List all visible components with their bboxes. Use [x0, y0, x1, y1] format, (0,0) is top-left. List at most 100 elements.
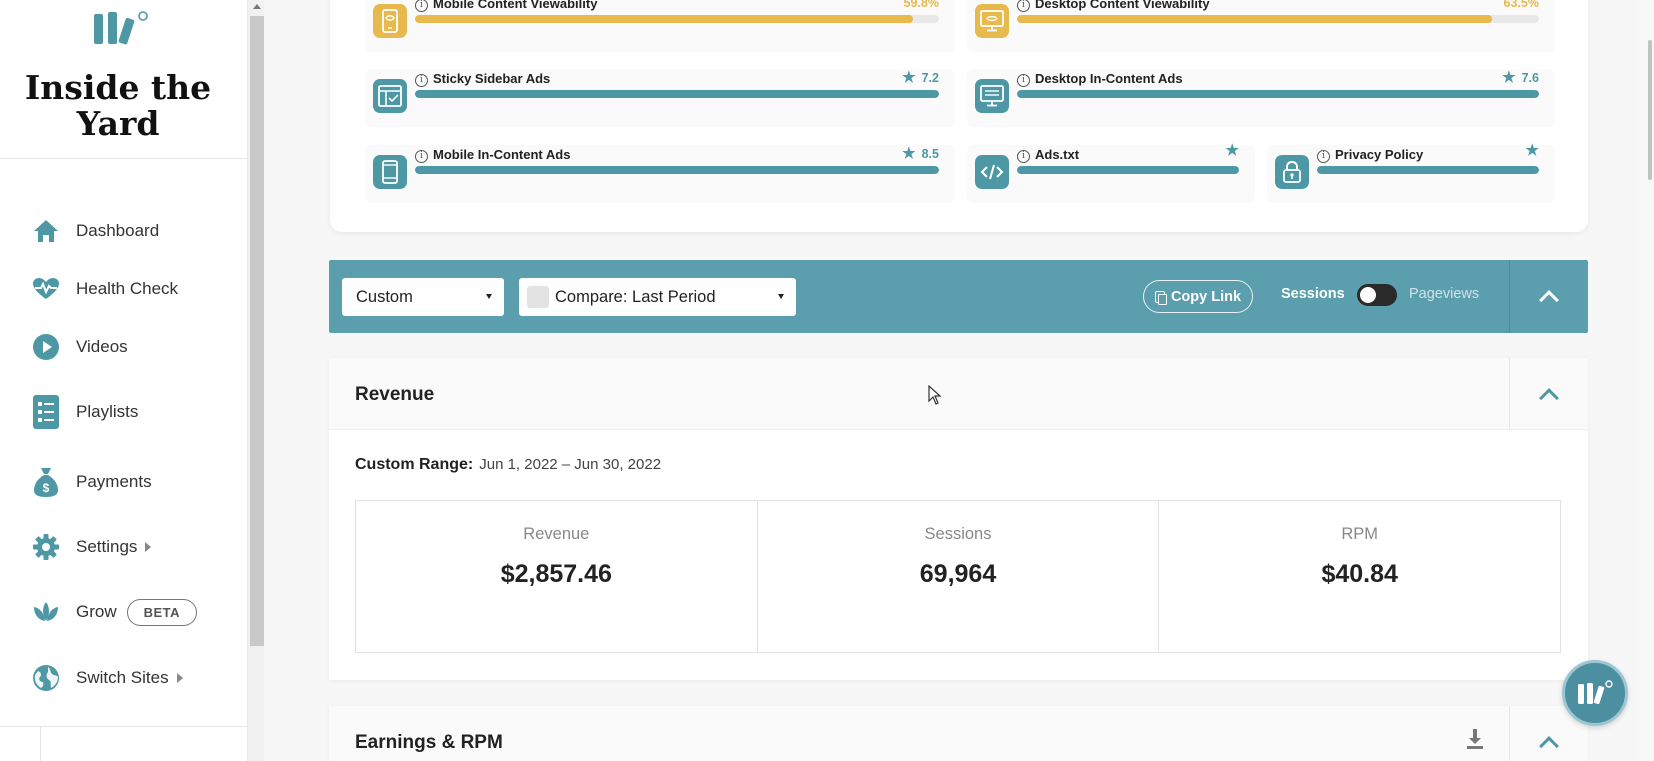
- info-icon[interactable]: i: [1017, 0, 1030, 12]
- mobile-viewability-icon: [373, 4, 407, 38]
- stat-label: RPM: [1341, 525, 1379, 543]
- metric-progress-fill: [415, 15, 913, 23]
- site-title: Inside the Yard: [0, 70, 236, 142]
- mobile-ads-icon: [373, 155, 407, 189]
- leaf-icon: [32, 598, 60, 626]
- sidebar-item-health-check[interactable]: Health Check: [32, 269, 178, 309]
- revenue-panel-header[interactable]: Revenue: [329, 358, 1588, 430]
- metric-label: Mobile Content Viewability: [433, 0, 598, 11]
- stat-value: $40.84: [1321, 560, 1398, 588]
- metric-progress-fill: [1317, 166, 1539, 174]
- metric-progress-fill: [415, 166, 939, 174]
- earnings-panel: Earnings & RPM: [329, 706, 1588, 761]
- metric-score: ★ 8.5: [902, 146, 939, 161]
- sidebar-item-settings[interactable]: Settings: [32, 527, 152, 567]
- sidebar-bottom-divider: [40, 727, 41, 761]
- stat-label: Revenue: [523, 525, 590, 543]
- sidebar-item-grow[interactable]: Grow BETA: [32, 592, 198, 632]
- header-divider: [1509, 358, 1510, 430]
- scroll-up-arrow-icon[interactable]: [253, 4, 261, 9]
- info-icon[interactable]: i: [1017, 150, 1030, 163]
- metric-label: Ads.txt: [1035, 147, 1080, 162]
- metric-progress-bar: [1317, 166, 1539, 174]
- sidebar: Inside the Yard Dashboard Health Check V…: [0, 0, 248, 761]
- copy-link-button[interactable]: Copy Link: [1143, 280, 1253, 313]
- metric-score: ★ 7.6: [1502, 69, 1539, 86]
- ad-health-card: i Mobile Content Viewability 59.8% i Des…: [330, 0, 1588, 232]
- sidebar-scrollbar-thumb[interactable]: [250, 16, 264, 646]
- revenue-title: Revenue: [355, 384, 435, 405]
- lock-icon: [1275, 155, 1309, 189]
- sidebar-item-dashboard[interactable]: Dashboard: [32, 211, 159, 251]
- sidebar-item-label: Payments: [76, 472, 152, 491]
- star-icon: ★: [1525, 142, 1539, 159]
- metric-mobile-in-content-ads[interactable]: i Mobile In-Content Ads ★ 8.5: [365, 145, 955, 203]
- metric-progress-fill: [415, 90, 939, 98]
- sessions-toggle-label: Sessions: [1281, 286, 1345, 302]
- main-scrollbar-thumb[interactable]: [1648, 40, 1652, 180]
- info-icon[interactable]: i: [1317, 150, 1330, 163]
- mouse-cursor-icon: [928, 385, 942, 405]
- metric-value: 7.2: [921, 71, 939, 85]
- metric-label: Privacy Policy: [1335, 147, 1424, 162]
- sidebar-item-label: Videos: [76, 337, 128, 356]
- metric-progress-bar: [415, 90, 939, 98]
- sidebar-item-label: Settings: [76, 537, 138, 556]
- chevron-up-icon: [1539, 290, 1559, 310]
- header-divider: [1509, 706, 1510, 761]
- info-icon[interactable]: i: [415, 150, 428, 163]
- logo-mark-icon[interactable]: [92, 8, 150, 48]
- logo-mark-icon: [1578, 680, 1613, 705]
- metric-progress-bar: [1017, 15, 1539, 23]
- metric-desktop-content-viewability[interactable]: i Desktop Content Viewability 63.5%: [967, 0, 1555, 52]
- sidebar-ads-icon: [373, 79, 407, 113]
- earnings-panel-header[interactable]: Earnings & RPM: [329, 706, 1588, 761]
- collapse-revenue-button[interactable]: [1510, 358, 1588, 430]
- metric-label: Sticky Sidebar Ads: [433, 71, 551, 86]
- star-icon: ★: [1502, 69, 1516, 86]
- metric-sticky-sidebar-ads[interactable]: i Sticky Sidebar Ads ★ 7.2: [365, 69, 955, 127]
- main-scrollbar[interactable]: [1638, 0, 1654, 761]
- home-icon: [32, 217, 60, 245]
- desktop-ads-icon: [975, 79, 1009, 113]
- heart-pulse-icon: [32, 275, 60, 303]
- info-icon[interactable]: i: [415, 0, 428, 12]
- info-icon[interactable]: i: [1017, 74, 1030, 87]
- site-title-line1: Inside the: [24, 68, 212, 107]
- stat-rpm: RPM $40.84: [1159, 501, 1560, 652]
- custom-range-value: Jun 1, 2022 – Jun 30, 2022: [479, 456, 662, 473]
- filter-bar-divider: [1509, 260, 1510, 333]
- caret-right-icon: [176, 673, 183, 683]
- metric-privacy-policy[interactable]: i Privacy Policy ★: [1267, 142, 1555, 203]
- sidebar-item-videos[interactable]: Videos: [32, 327, 128, 367]
- info-icon[interactable]: i: [415, 74, 428, 87]
- metric-progress-fill: [1017, 90, 1539, 98]
- stat-value: 69,964: [919, 560, 997, 588]
- stats-grid: Revenue $2,857.46 Sessions 69,964 RPM $4…: [355, 500, 1561, 653]
- sidebar-item-switch-sites[interactable]: Switch Sites: [32, 658, 183, 698]
- compare-checkbox[interactable]: [527, 286, 549, 308]
- metric-value: 63.5%: [1503, 0, 1539, 10]
- download-icon[interactable]: [1465, 728, 1485, 750]
- metric-value: 8.5: [921, 147, 939, 161]
- metric-desktop-in-content-ads[interactable]: i Desktop In-Content Ads ★ 7.6: [967, 69, 1555, 127]
- metric-score: ★ 7.2: [902, 70, 939, 85]
- metric-progress-bar: [415, 166, 939, 174]
- date-range-select[interactable]: Custom: [342, 278, 504, 316]
- help-chat-button[interactable]: [1562, 660, 1628, 726]
- copy-icon: [1154, 290, 1167, 305]
- star-icon: ★: [1225, 142, 1239, 159]
- sidebar-item-playlists[interactable]: Playlists: [32, 392, 138, 432]
- sidebar-item-payments[interactable]: $ Payments: [32, 462, 152, 502]
- svg-text:$: $: [43, 481, 50, 495]
- metric-progress-bar: [1017, 166, 1239, 174]
- metric-mobile-content-viewability[interactable]: i Mobile Content Viewability 59.8%: [365, 0, 955, 52]
- collapse-filters-button[interactable]: [1510, 260, 1588, 333]
- gear-icon: [32, 533, 60, 561]
- stat-revenue: Revenue $2,857.46: [356, 501, 758, 652]
- metric-ads-txt[interactable]: i Ads.txt ★: [967, 142, 1255, 203]
- metric-label: Desktop Content Viewability: [1035, 0, 1210, 11]
- metric-progress-fill: [1017, 15, 1493, 23]
- compare-select[interactable]: Compare: Last Period: [519, 278, 796, 316]
- sessions-pageviews-toggle[interactable]: [1357, 284, 1397, 306]
